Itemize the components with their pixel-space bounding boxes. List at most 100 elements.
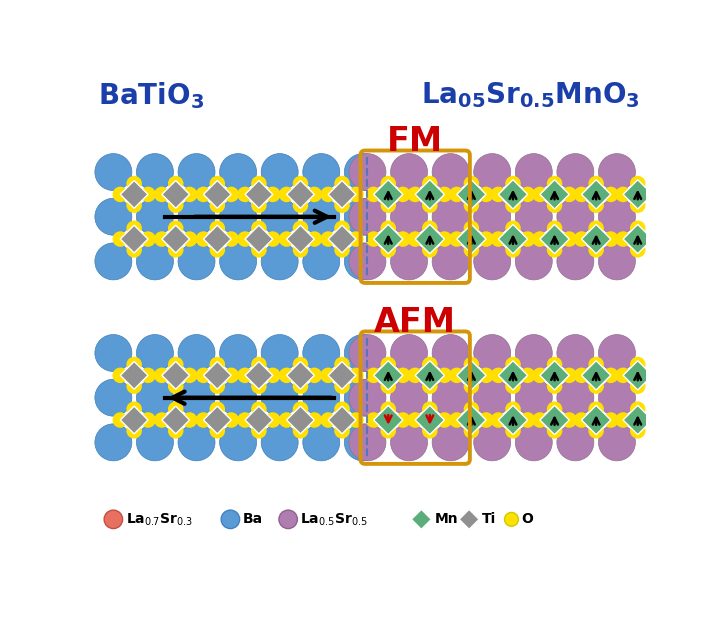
- Circle shape: [464, 358, 478, 371]
- Circle shape: [178, 243, 215, 280]
- Circle shape: [408, 188, 422, 201]
- Circle shape: [516, 334, 552, 371]
- Circle shape: [438, 413, 451, 427]
- Circle shape: [294, 424, 307, 438]
- Circle shape: [261, 154, 298, 191]
- Circle shape: [252, 198, 266, 212]
- Circle shape: [294, 379, 307, 393]
- Circle shape: [279, 232, 294, 246]
- Circle shape: [450, 188, 464, 201]
- Circle shape: [645, 188, 660, 201]
- Polygon shape: [456, 361, 486, 390]
- Circle shape: [252, 358, 266, 371]
- Circle shape: [432, 334, 469, 371]
- Circle shape: [335, 379, 349, 393]
- Circle shape: [464, 198, 478, 212]
- Circle shape: [598, 334, 636, 371]
- Circle shape: [127, 222, 141, 235]
- Circle shape: [349, 198, 386, 235]
- Polygon shape: [120, 181, 148, 208]
- Polygon shape: [415, 361, 444, 390]
- Polygon shape: [120, 361, 148, 389]
- Circle shape: [210, 198, 224, 212]
- Circle shape: [266, 188, 279, 201]
- Circle shape: [432, 198, 469, 235]
- Circle shape: [562, 188, 576, 201]
- Circle shape: [303, 198, 340, 235]
- Circle shape: [506, 243, 520, 257]
- Circle shape: [521, 188, 534, 201]
- Circle shape: [349, 154, 386, 191]
- Circle shape: [506, 379, 520, 393]
- Circle shape: [307, 188, 321, 201]
- Polygon shape: [162, 225, 189, 253]
- Circle shape: [438, 188, 451, 201]
- Circle shape: [137, 154, 174, 191]
- Circle shape: [321, 188, 335, 201]
- Circle shape: [303, 154, 340, 191]
- Polygon shape: [540, 180, 570, 209]
- Polygon shape: [411, 509, 431, 529]
- Circle shape: [423, 198, 437, 212]
- Circle shape: [220, 424, 256, 461]
- Polygon shape: [415, 180, 444, 209]
- Circle shape: [396, 368, 410, 383]
- Polygon shape: [204, 181, 231, 208]
- Circle shape: [474, 424, 510, 461]
- Circle shape: [335, 243, 349, 257]
- Circle shape: [303, 243, 340, 280]
- Circle shape: [631, 176, 644, 191]
- Circle shape: [604, 413, 618, 427]
- Circle shape: [548, 243, 562, 257]
- Circle shape: [548, 424, 562, 438]
- Circle shape: [631, 379, 644, 393]
- Circle shape: [294, 243, 307, 257]
- Circle shape: [349, 413, 363, 427]
- Circle shape: [382, 358, 395, 371]
- Circle shape: [589, 379, 603, 393]
- Circle shape: [423, 222, 437, 235]
- Circle shape: [220, 334, 256, 371]
- Circle shape: [396, 413, 410, 427]
- Polygon shape: [459, 509, 479, 529]
- Circle shape: [423, 402, 437, 416]
- Polygon shape: [456, 225, 486, 254]
- Circle shape: [438, 368, 451, 383]
- Circle shape: [390, 424, 428, 461]
- Circle shape: [137, 334, 174, 371]
- Polygon shape: [120, 406, 148, 434]
- Circle shape: [266, 232, 279, 246]
- Circle shape: [95, 154, 132, 191]
- Circle shape: [261, 334, 298, 371]
- Circle shape: [396, 232, 410, 246]
- Circle shape: [137, 243, 174, 280]
- Circle shape: [210, 358, 224, 371]
- Circle shape: [423, 176, 437, 191]
- Circle shape: [155, 188, 168, 201]
- Circle shape: [168, 379, 183, 393]
- Polygon shape: [582, 225, 611, 254]
- Circle shape: [516, 154, 552, 191]
- Circle shape: [604, 188, 618, 201]
- Circle shape: [335, 402, 349, 416]
- Circle shape: [366, 413, 381, 427]
- Circle shape: [294, 222, 307, 235]
- Circle shape: [492, 368, 505, 383]
- Polygon shape: [245, 181, 273, 208]
- Polygon shape: [582, 180, 611, 209]
- Circle shape: [178, 334, 215, 371]
- Circle shape: [210, 243, 224, 257]
- Circle shape: [95, 243, 132, 280]
- Circle shape: [307, 232, 321, 246]
- Circle shape: [366, 232, 381, 246]
- Circle shape: [168, 243, 183, 257]
- Polygon shape: [287, 406, 315, 434]
- Circle shape: [598, 154, 636, 191]
- Circle shape: [645, 232, 660, 246]
- Circle shape: [464, 176, 478, 191]
- Circle shape: [197, 232, 210, 246]
- Circle shape: [557, 424, 594, 461]
- Text: $\bf{BaTiO_3}$: $\bf{BaTiO_3}$: [98, 80, 204, 111]
- Circle shape: [506, 198, 520, 212]
- Circle shape: [220, 379, 256, 416]
